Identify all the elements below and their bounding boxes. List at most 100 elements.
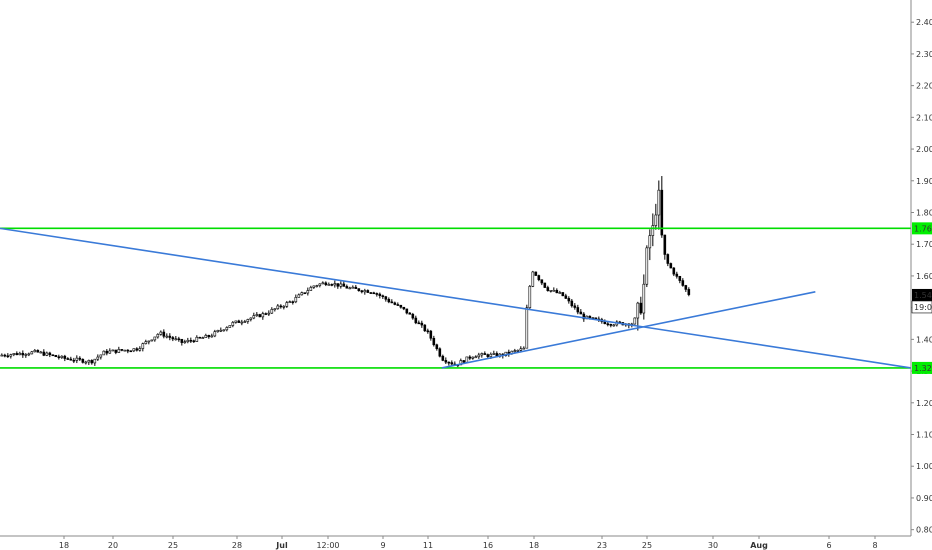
candle-body bbox=[198, 336, 202, 339]
candle-body bbox=[267, 312, 271, 315]
candle-body bbox=[207, 335, 211, 338]
resistance-line-label: 1.76 bbox=[914, 224, 932, 233]
candle-body bbox=[411, 313, 415, 319]
x-tick-label: 23 bbox=[597, 541, 607, 550]
candle-body bbox=[36, 350, 40, 353]
candle-body bbox=[363, 290, 367, 293]
candle-body bbox=[258, 314, 262, 318]
candle-body bbox=[111, 349, 115, 352]
resistance-line-label-bg bbox=[912, 222, 932, 235]
candle-body bbox=[573, 305, 577, 308]
x-tick-label: 11 bbox=[423, 541, 433, 550]
candle-body bbox=[603, 321, 607, 325]
candle-body bbox=[474, 356, 478, 359]
x-tick-label: 25 bbox=[642, 541, 652, 550]
candle-body bbox=[645, 247, 649, 285]
candle-body bbox=[138, 348, 142, 351]
candle-body bbox=[414, 317, 418, 324]
candle-body bbox=[546, 287, 550, 291]
candle-body bbox=[432, 337, 436, 346]
descending-trendline[interactable] bbox=[0, 227, 912, 369]
y-tick-label: 1.60 bbox=[916, 272, 932, 281]
candle-body bbox=[252, 315, 256, 319]
x-tick-label: 6 bbox=[826, 541, 831, 550]
candle-body bbox=[228, 325, 232, 328]
candle-body bbox=[381, 295, 385, 298]
candle-body bbox=[609, 324, 613, 326]
candle-body bbox=[534, 271, 538, 276]
candle-body bbox=[90, 360, 94, 364]
candle-body bbox=[537, 275, 541, 281]
ascending-trendline[interactable] bbox=[441, 291, 816, 369]
candle-body bbox=[285, 302, 289, 307]
candle-body bbox=[162, 331, 166, 337]
candle-body bbox=[390, 301, 394, 304]
candle-body bbox=[525, 307, 529, 349]
drawing-lines-layer[interactable] bbox=[0, 227, 912, 369]
candle-body bbox=[270, 309, 274, 314]
candle-body bbox=[60, 355, 64, 358]
candle-body bbox=[21, 352, 25, 356]
candle-body bbox=[57, 356, 61, 359]
candle-body bbox=[231, 322, 235, 326]
last-price-label: 1.54 bbox=[914, 291, 932, 300]
y-tick-label: 1.40 bbox=[916, 335, 932, 344]
candle-body bbox=[351, 286, 355, 289]
candle-body bbox=[486, 354, 490, 357]
y-tick-label: 0.80 bbox=[916, 526, 932, 535]
candle-body bbox=[342, 283, 346, 287]
candle-body bbox=[225, 327, 229, 331]
x-tick-label: 25 bbox=[168, 541, 178, 550]
candle-body bbox=[24, 354, 28, 356]
y-tick-label: 2.20 bbox=[916, 82, 932, 91]
candle-body bbox=[156, 334, 160, 338]
candle-body bbox=[447, 361, 451, 364]
candle-body bbox=[93, 358, 97, 364]
candle-body bbox=[246, 319, 250, 322]
candle-body bbox=[441, 355, 445, 361]
candle-body bbox=[153, 336, 157, 341]
candle-body bbox=[279, 305, 283, 308]
candle-body bbox=[189, 339, 193, 342]
candle-body bbox=[108, 350, 112, 354]
candle-body bbox=[51, 354, 55, 357]
candle-body bbox=[378, 293, 382, 297]
candle-body bbox=[561, 292, 565, 297]
candle-body bbox=[663, 234, 667, 255]
candle-body bbox=[135, 348, 139, 351]
candle-body bbox=[579, 311, 583, 315]
candle-body bbox=[30, 351, 34, 355]
candle-body bbox=[528, 286, 532, 309]
y-tick-label: 2.40 bbox=[916, 18, 932, 27]
candle-body bbox=[327, 284, 331, 286]
candle-body bbox=[288, 301, 292, 303]
candle-body bbox=[276, 305, 280, 310]
candle-body bbox=[588, 315, 592, 318]
candle-body bbox=[48, 352, 52, 356]
candle-body bbox=[339, 283, 343, 287]
candle-body bbox=[273, 308, 277, 311]
time-axis[interactable]: 18 20 25 28 Jul 12:00 9 11 16 18 23 25 30 Aug 6 8 bbox=[59, 536, 878, 550]
candle-body bbox=[555, 289, 559, 294]
candle-body bbox=[429, 330, 433, 339]
candle-body bbox=[210, 335, 214, 338]
last-price-label-bg bbox=[912, 288, 932, 301]
candle-body bbox=[12, 353, 16, 355]
candle-body bbox=[426, 330, 430, 333]
candle-body bbox=[84, 361, 88, 364]
candle-body bbox=[150, 339, 154, 342]
candle-body bbox=[387, 298, 391, 303]
x-tick-label: 8 bbox=[872, 541, 877, 550]
candle-body bbox=[240, 321, 244, 324]
candle-body bbox=[132, 348, 136, 352]
candle-body bbox=[78, 357, 82, 360]
x-tick-label: Aug bbox=[750, 541, 768, 550]
candle-body bbox=[66, 358, 70, 360]
candle-body bbox=[372, 292, 376, 295]
candle-body bbox=[318, 283, 322, 286]
candle-body bbox=[636, 302, 640, 319]
candle-body bbox=[237, 320, 241, 323]
candle-body bbox=[183, 341, 187, 344]
candle-body bbox=[177, 338, 181, 341]
